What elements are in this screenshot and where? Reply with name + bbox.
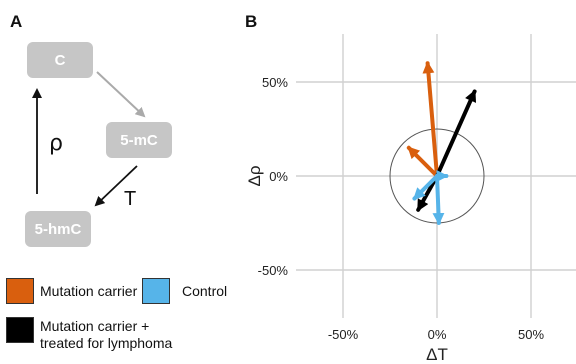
node-5mc: 5-mC: [106, 122, 172, 158]
node-5hmc: 5-hmC: [25, 211, 91, 247]
legend-label-treated: Mutation carrier + treated for lymphoma: [40, 318, 173, 351]
arrow-5mc-to-5hmc: [94, 165, 138, 207]
x-tick-label: 0%: [428, 327, 447, 342]
arrow-c-to-5mc: [96, 71, 146, 118]
y-tick-label: 0%: [269, 169, 288, 184]
legend-label-control: Control: [182, 283, 228, 299]
arrow-series-0-1: [406, 145, 439, 178]
y-tick-label: 50%: [262, 75, 288, 90]
arrow-series-2-1: [412, 174, 439, 201]
legend-swatch-treated: [6, 317, 34, 343]
chart-grid: [296, 34, 576, 318]
legend-swatch-control: [142, 278, 170, 304]
x-axis-label: ΔT: [426, 345, 448, 364]
chart-ticks: -50% 0% 50% 50% 0% -50%: [258, 75, 545, 342]
arrow-series-1-0: [435, 89, 477, 178]
panel-a-letter: A: [10, 12, 23, 31]
legend-label-mutation-carrier: Mutation carrier: [40, 283, 138, 299]
chart-arrows: [406, 61, 477, 225]
node-c: C: [27, 42, 93, 78]
arrow-series-0-0: [422, 61, 439, 178]
panel-b-letter: B: [245, 12, 258, 31]
y-axis-label: Δρ: [245, 165, 264, 186]
x-tick-label: -50%: [328, 327, 359, 342]
rho-label: ρ: [49, 131, 63, 156]
arrow-series-2-2: [432, 174, 445, 225]
t-label: T: [124, 188, 136, 210]
y-tick-label: -50%: [258, 263, 289, 278]
legend-swatch-mutation-carrier: [6, 278, 34, 304]
x-tick-label: 50%: [518, 327, 544, 342]
